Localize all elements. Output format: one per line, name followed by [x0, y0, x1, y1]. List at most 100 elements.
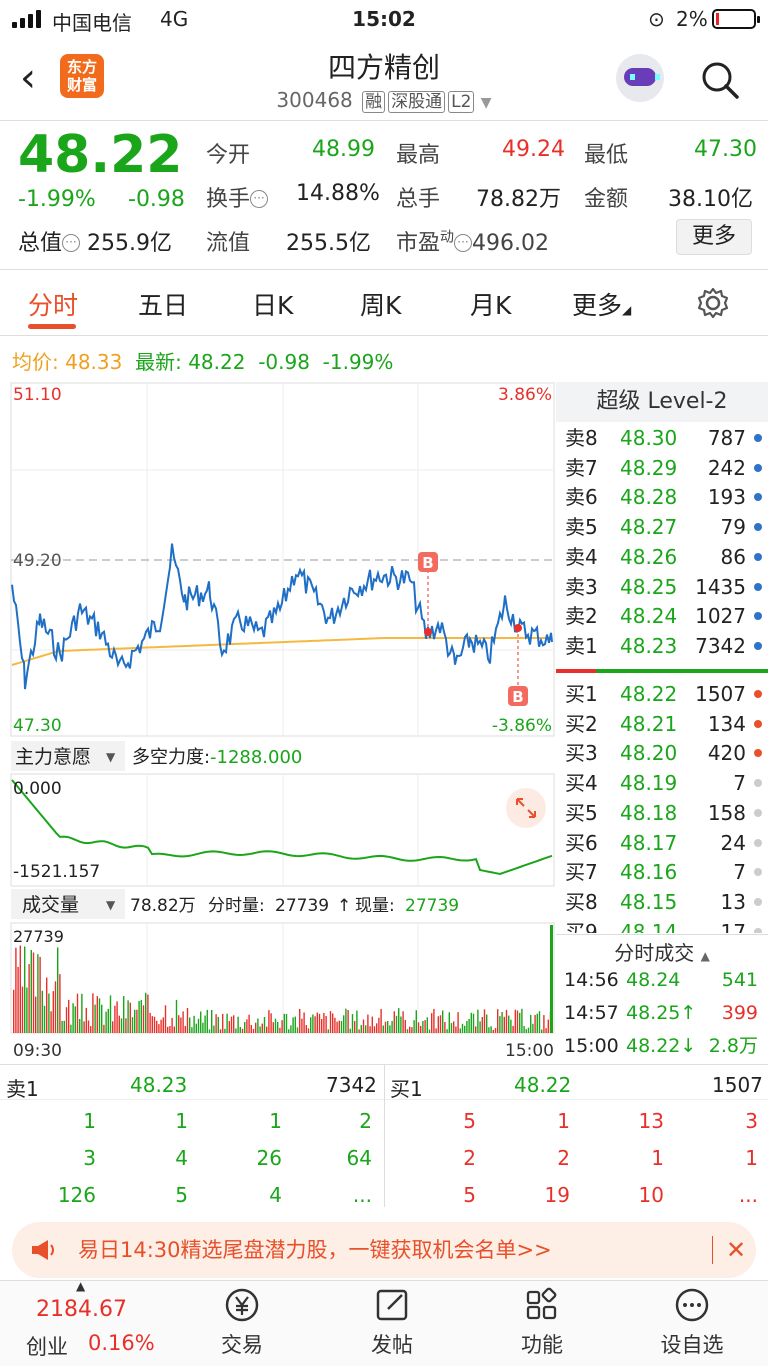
- ticks-header[interactable]: 分时成交 ▲: [556, 934, 768, 970]
- buy-marker-icon[interactable]: [418, 552, 438, 572]
- tab-more[interactable]: 更多◢: [572, 291, 632, 320]
- settings-gear-icon[interactable]: [696, 286, 730, 320]
- volume-bar: [301, 1018, 303, 1033]
- assistant-robot-icon[interactable]: [616, 54, 664, 102]
- nav-trade[interactable]: 交易: [182, 1285, 302, 1359]
- volume-bar: [538, 1011, 541, 1033]
- nav-add-watchlist[interactable]: 设自选: [632, 1285, 752, 1359]
- stock-code-row[interactable]: 300468 融深股通 L2 ▼: [0, 88, 768, 113]
- volume-bar: [272, 1022, 274, 1033]
- ask-row[interactable]: 卖7 48.29 242: [556, 453, 768, 483]
- volume-bar: [305, 1025, 307, 1033]
- volume-bar: [160, 1019, 162, 1033]
- volume-bar: [208, 1029, 211, 1033]
- volume-bar: [46, 977, 48, 1033]
- ask-row[interactable]: 卖8 48.30 787: [556, 423, 768, 453]
- expand-icon[interactable]: [506, 788, 546, 828]
- buy-marker-icon[interactable]: [508, 686, 528, 706]
- bid-row[interactable]: 买4 48.19 7: [556, 768, 768, 798]
- bid-row[interactable]: 买5 48.18 158: [556, 798, 768, 828]
- dropdown-caret-icon: ▼: [106, 898, 116, 912]
- order-book-divider: [556, 669, 768, 673]
- volume-bar: [202, 1022, 204, 1033]
- ask-row[interactable]: 卖3 48.25 1435: [556, 572, 768, 602]
- volume-bar: [50, 1011, 52, 1033]
- level-volume: 79: [720, 515, 746, 540]
- ask-row[interactable]: 卖6 48.28 193: [556, 482, 768, 512]
- search-icon[interactable]: [700, 60, 740, 100]
- ask-queue-cell: 4: [175, 1146, 188, 1170]
- volume-bar: [288, 1029, 290, 1033]
- float-value: 255.5亿: [286, 231, 371, 256]
- level-label: 买5: [565, 800, 598, 825]
- bid-row[interactable]: 买2 48.21 134: [556, 709, 768, 739]
- level-price: 48.22: [620, 682, 678, 706]
- nav-post[interactable]: 发帖: [332, 1285, 452, 1359]
- close-icon[interactable]: ✕: [726, 1236, 747, 1264]
- time-start-label: 09:30: [13, 1041, 62, 1060]
- rotation-lock-icon: ⊙: [648, 7, 665, 31]
- tab-monthly-k[interactable]: 月K: [470, 291, 512, 320]
- volume-bar: [505, 1009, 508, 1033]
- level-price: 48.15: [620, 889, 678, 914]
- level2-title[interactable]: 超级 Level-2: [556, 382, 768, 422]
- volume-bar: [336, 1021, 338, 1033]
- volume-bar: [195, 1023, 197, 1033]
- ask-row[interactable]: 卖5 48.27 79: [556, 512, 768, 542]
- tab-active-indicator: [28, 324, 76, 329]
- volume-bar: [481, 1017, 483, 1033]
- info-icon[interactable]: ···: [250, 190, 269, 208]
- indicator-select[interactable]: [11, 741, 125, 771]
- tick-price: 48.24: [626, 969, 681, 991]
- tab-daily-k[interactable]: 日K: [252, 291, 294, 320]
- volume-bar: [224, 1028, 226, 1033]
- volume-bar: [30, 950, 32, 1033]
- cur-vol-label: 现量:: [355, 896, 395, 916]
- tab-five-day[interactable]: 五日: [138, 291, 189, 320]
- chart-area[interactable]: B B 51.10 3.86% 49.20 47.30 -3.86% 主力意愿 …: [0, 380, 560, 1061]
- more-button[interactable]: 更多: [676, 219, 752, 255]
- bid-row[interactable]: 买6 48.17 24: [556, 828, 768, 858]
- volume-bar: [475, 1026, 477, 1033]
- volume-bar: [428, 1029, 431, 1033]
- bid-row[interactable]: 买1 48.22 1507: [556, 679, 768, 709]
- volume-bar: [151, 1016, 153, 1033]
- volume-bar: [63, 1020, 65, 1033]
- promo-banner[interactable]: 易日14:30精选尾盘潜力股，一键获取机会名单>> ✕: [12, 1222, 756, 1278]
- clock: 15:02: [352, 7, 416, 31]
- volume-bar: [499, 1016, 501, 1033]
- level-price: 48.23: [620, 633, 678, 658]
- bid-row[interactable]: 买8 48.15 13: [556, 887, 768, 917]
- ask-row[interactable]: 卖4 48.26 86: [556, 542, 768, 572]
- ask-row[interactable]: 卖1 48.23 7342: [556, 631, 768, 661]
- volume-bar: [274, 1018, 277, 1033]
- volume-bar: [268, 1010, 270, 1033]
- index-ticker[interactable]: ▲ 2184.67 创业 0.16%: [26, 1279, 155, 1359]
- bid-row[interactable]: 买7 48.16 7: [556, 857, 768, 887]
- bid-row[interactable]: 买9 48.14 17: [556, 917, 768, 933]
- price-line: [11, 543, 553, 690]
- tab-weekly-k[interactable]: 周K: [360, 291, 402, 320]
- level-label: 买8: [565, 889, 598, 914]
- volume-bar: [65, 1007, 68, 1033]
- back-icon[interactable]: ‹: [20, 55, 36, 101]
- volume-name: 成交量: [22, 894, 79, 916]
- ask-row[interactable]: 卖2 48.24 1027: [556, 601, 768, 631]
- volume-bar: [32, 952, 35, 1033]
- volume-bar: [197, 1018, 200, 1033]
- info-icon[interactable]: ···: [62, 234, 81, 252]
- info-icon[interactable]: ···: [454, 234, 473, 252]
- volume-bar: [303, 1012, 305, 1033]
- nav-functions[interactable]: 功能: [482, 1285, 602, 1359]
- tab-intraday[interactable]: 分时: [28, 291, 79, 320]
- volume-bar: [343, 1015, 345, 1033]
- status-dot-icon: [754, 897, 762, 906]
- app-logo[interactable]: 东方 财富: [60, 54, 104, 98]
- bid-row[interactable]: 买3 48.20 420: [556, 738, 768, 768]
- bid-queue-cell: 5: [463, 1109, 476, 1133]
- tick-price: 48.25↑: [626, 1002, 697, 1024]
- tag-margin: 融: [362, 91, 386, 113]
- volume-select[interactable]: [11, 889, 125, 919]
- intraday-chart[interactable]: B B 51.10 3.86% 49.20 47.30 -3.86% 主力意愿 …: [0, 380, 560, 1061]
- ask-queue-cell: 2: [359, 1109, 372, 1133]
